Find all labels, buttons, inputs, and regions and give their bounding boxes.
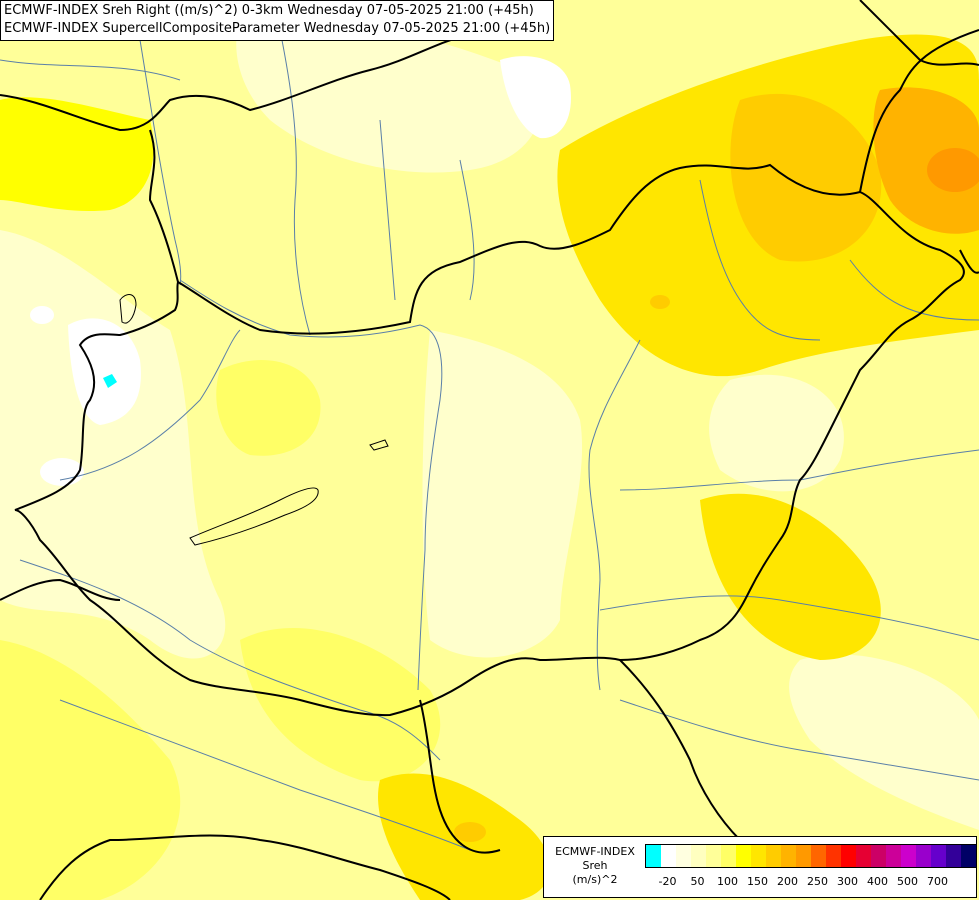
legend-unit: (m/s)^2 xyxy=(572,873,618,886)
pale-zone-central xyxy=(422,330,583,658)
legend-ticks: -20 50 100 150 200 250 300 400 500 700 xyxy=(645,875,975,889)
river-timis xyxy=(619,699,979,781)
legend-swatch xyxy=(961,845,976,867)
legend-swatch xyxy=(766,845,781,867)
river-sava xyxy=(59,699,471,851)
orange-zone-far-east xyxy=(873,87,979,234)
lake-neusiedl xyxy=(119,294,137,324)
legend-source: ECMWF-INDEX xyxy=(555,845,635,858)
yellow-zone-southwest xyxy=(0,640,181,900)
legend-swatch xyxy=(691,845,706,867)
legend-swatch xyxy=(796,845,811,867)
legend-tick-label: 300 xyxy=(837,875,858,888)
cyan-spot xyxy=(103,374,117,388)
legend-swatch xyxy=(871,845,886,867)
lake-balaton xyxy=(189,487,319,546)
legend-colorbar xyxy=(645,844,977,868)
orange-zone-northeast xyxy=(730,93,882,262)
legend-tick-label: 50 xyxy=(690,875,705,888)
legend-swatch xyxy=(676,845,691,867)
legend-swatch xyxy=(901,845,916,867)
legend-tick-label: 250 xyxy=(807,875,828,888)
river-ipel xyxy=(459,159,475,301)
river-tisza xyxy=(588,339,641,691)
yellow-zone-west-core xyxy=(216,360,321,456)
legend-swatch xyxy=(721,845,736,867)
border-slovakia-west xyxy=(148,129,179,283)
border-croatia-serbia xyxy=(419,699,501,854)
border-romania-east xyxy=(959,249,979,274)
legend-tick-label: 150 xyxy=(747,875,768,888)
orange-spot-east xyxy=(650,295,670,309)
river-morava xyxy=(139,39,182,286)
river-raba xyxy=(59,329,241,481)
white-zone-small xyxy=(30,306,54,324)
legend-swatch xyxy=(931,845,946,867)
legend-swatch xyxy=(751,845,766,867)
pale-zone-north xyxy=(236,17,541,173)
white-zone-southwest xyxy=(40,458,84,486)
border-ukraine xyxy=(859,29,979,193)
river-north xyxy=(0,59,181,81)
legend-swatch xyxy=(946,845,961,867)
orange-core-far-east xyxy=(927,148,979,192)
legend-swatch xyxy=(706,845,721,867)
legend-swatch xyxy=(736,845,751,867)
legend-tick-label: 200 xyxy=(777,875,798,888)
river-vah xyxy=(279,29,311,336)
title-line-1: ECMWF-INDEX Sreh Right ((m/s)^2) 0-3km W… xyxy=(4,3,534,18)
legend-swatch xyxy=(856,845,871,867)
pale-zone-southeast xyxy=(789,654,979,830)
title-line-2: ECMWF-INDEX SupercellCompositeParameter … xyxy=(4,21,551,36)
legend: ECMWF-INDEX Sreh (m/s)^2 -20 50 100 150 200 2… xyxy=(543,836,977,898)
legend-swatch xyxy=(811,845,826,867)
legend-title: ECMWF-INDEX Sreh (m/s)^2 xyxy=(550,845,640,887)
yellow-zone-south xyxy=(240,628,441,782)
border-serbia-romania xyxy=(619,659,741,841)
border-hungary xyxy=(14,163,965,717)
legend-swatch xyxy=(646,845,661,867)
title-box: ECMWF-INDEX Sreh Right ((m/s)^2) 0-3km W… xyxy=(0,0,555,41)
orange-spot-south xyxy=(454,822,486,842)
river-east xyxy=(849,259,979,321)
lake-velence xyxy=(369,439,389,451)
legend-swatch xyxy=(826,845,841,867)
pale-zone-west xyxy=(0,230,226,659)
border-bosnia xyxy=(39,834,451,900)
legend-tick-label: 400 xyxy=(867,875,888,888)
river-bodrog xyxy=(699,179,821,341)
legend-swatch xyxy=(886,845,901,867)
gold-zone-southeast xyxy=(700,493,881,660)
yellow-zone-northwest xyxy=(0,97,154,212)
white-zone-north xyxy=(500,56,571,139)
pale-zone-east xyxy=(709,374,844,492)
legend-swatch xyxy=(916,845,931,867)
river-drava xyxy=(19,559,441,761)
legend-tick-label: 100 xyxy=(717,875,738,888)
border-northeast xyxy=(859,0,979,66)
legend-swatch xyxy=(661,845,676,867)
legend-swatch xyxy=(781,845,796,867)
border-slovakia-north xyxy=(0,34,471,132)
legend-tick-label: 700 xyxy=(927,875,948,888)
white-zone-west xyxy=(68,318,141,425)
border-slovenia-croatia xyxy=(0,578,121,601)
river-hron xyxy=(379,119,396,301)
legend-variable: Sreh xyxy=(582,859,608,872)
river-danube xyxy=(179,279,443,691)
river-mures xyxy=(599,595,979,641)
legend-tick-label: 500 xyxy=(897,875,918,888)
legend-tick-label: -20 xyxy=(658,875,677,888)
legend-swatch xyxy=(841,845,856,867)
